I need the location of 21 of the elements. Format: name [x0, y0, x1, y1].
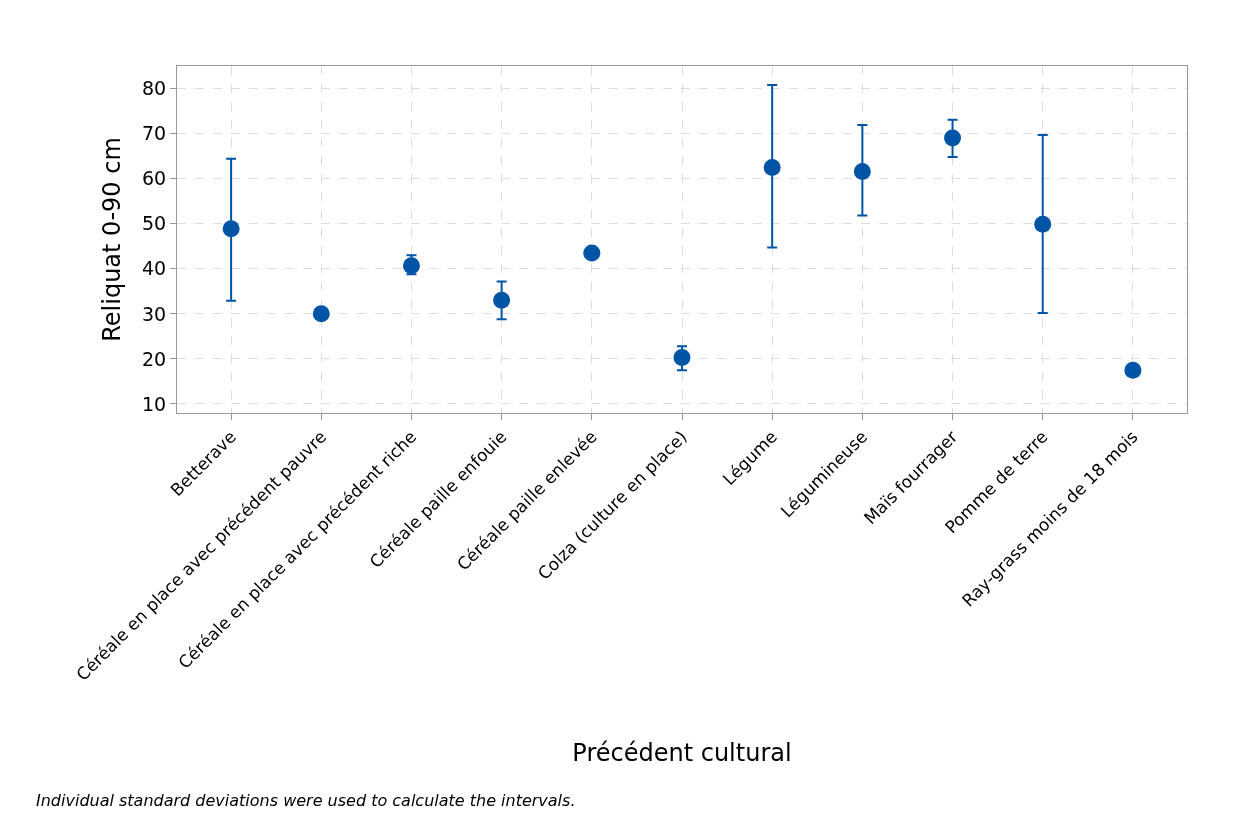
y-tick-label: 20 [142, 347, 167, 370]
point [493, 291, 511, 309]
point [222, 220, 240, 238]
y-tick-label: 80 [142, 77, 167, 100]
point [583, 244, 601, 262]
y-axis-title: Reliquat 0-90 cm [98, 137, 127, 342]
point [1034, 215, 1052, 233]
y-tick-label: 30 [142, 302, 167, 325]
y-tick-label: 60 [142, 167, 167, 190]
point [944, 129, 962, 147]
point [673, 349, 691, 367]
point [853, 162, 871, 180]
y-tick-label: 10 [142, 392, 167, 415]
point [1124, 361, 1142, 379]
text: Individual standard deviations were used to calculate the intervals. [36, 791, 576, 810]
y-tick-label: 40 [142, 257, 167, 280]
y-tick-label: 70 [142, 122, 167, 145]
point [312, 305, 330, 323]
y-tick-label: 50 [142, 212, 167, 235]
x-axis-title: Précédent cultural [572, 738, 792, 767]
point [763, 158, 781, 176]
